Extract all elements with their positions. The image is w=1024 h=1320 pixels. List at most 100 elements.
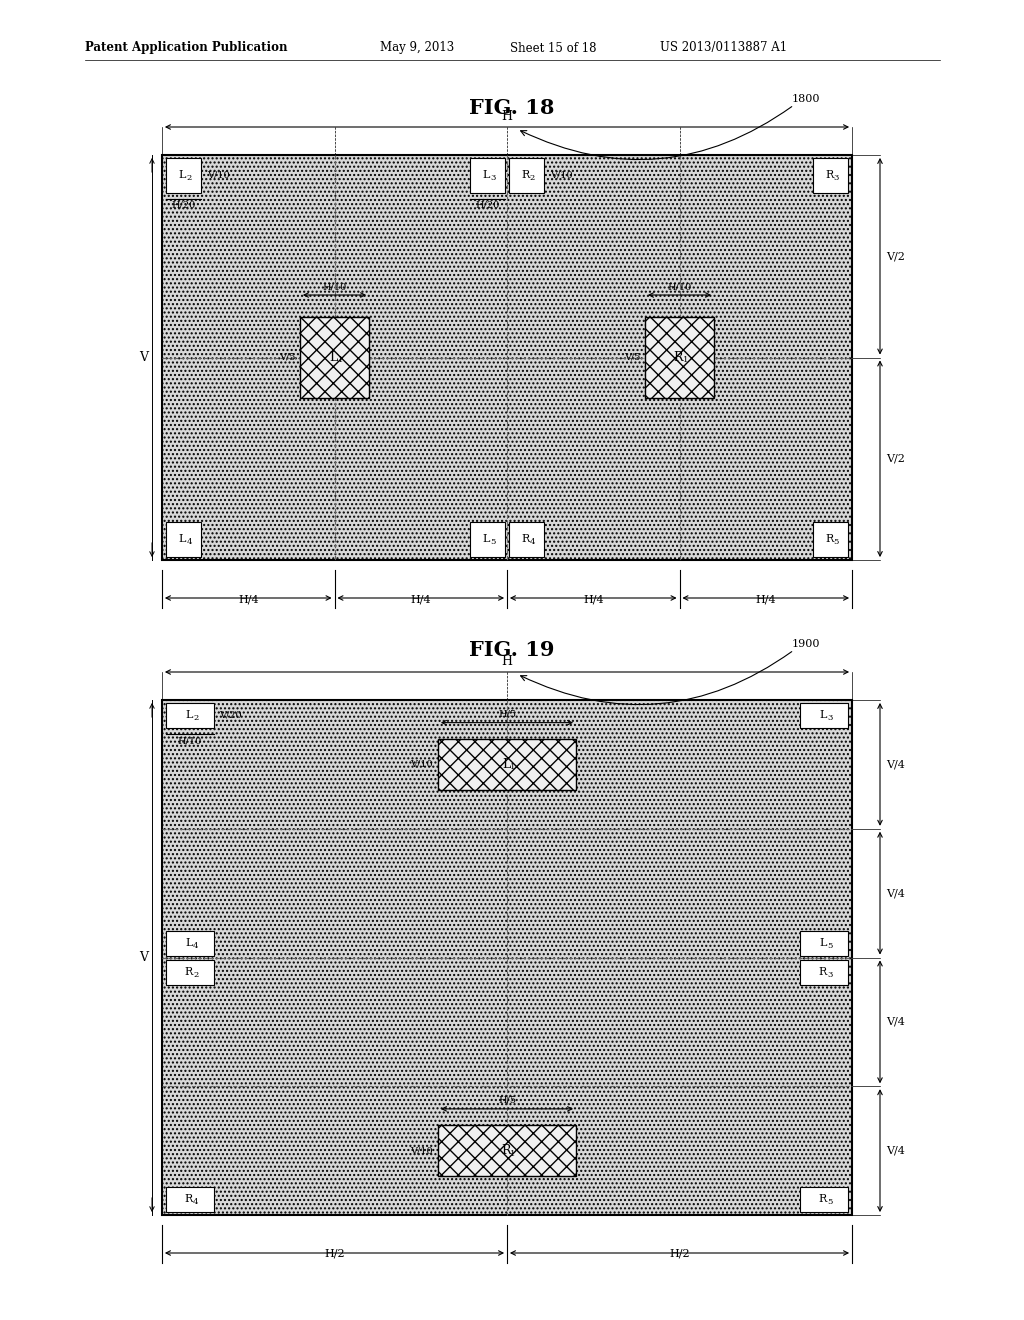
Text: L: L [482, 170, 490, 181]
Bar [800, 704, 848, 729]
Bar [800, 931, 848, 956]
Bar [470, 158, 505, 193]
Bar [166, 960, 214, 985]
Bar [813, 521, 848, 557]
Text: 2: 2 [193, 714, 199, 722]
Text: May 9, 2013: May 9, 2013 [380, 41, 455, 54]
Text: V/10: V/10 [550, 172, 572, 180]
Bar [800, 960, 848, 985]
Text: L: L [179, 535, 186, 544]
Text: V/2: V/2 [886, 251, 905, 261]
Text: L: L [179, 170, 186, 181]
Text: Sheet 15 of 18: Sheet 15 of 18 [510, 41, 597, 54]
Text: 1: 1 [510, 1150, 515, 1158]
Text: V/20: V/20 [219, 711, 242, 719]
Text: FIG. 18: FIG. 18 [469, 98, 555, 117]
Bar [166, 521, 201, 557]
Text: H/4: H/4 [238, 594, 259, 605]
Text: L: L [482, 535, 490, 544]
Bar [162, 700, 852, 1214]
Text: R: R [521, 170, 529, 181]
Text: R: R [819, 968, 827, 977]
Bar [162, 154, 852, 560]
Text: 2: 2 [529, 174, 535, 182]
Text: H/10: H/10 [178, 737, 202, 744]
Text: 5: 5 [490, 539, 496, 546]
Text: H/20: H/20 [475, 201, 500, 210]
Bar [438, 739, 575, 791]
Text: H/5: H/5 [498, 710, 516, 718]
Text: H/4: H/4 [583, 594, 603, 605]
Text: L: L [819, 710, 826, 721]
Text: V/2: V/2 [886, 454, 905, 463]
Text: V/10: V/10 [411, 760, 433, 768]
Text: 3: 3 [827, 714, 833, 722]
Bar [166, 1187, 214, 1212]
Bar [509, 158, 544, 193]
Text: 2: 2 [186, 174, 191, 182]
Text: 4: 4 [186, 539, 193, 546]
Text: H/2: H/2 [325, 1249, 345, 1259]
Text: R: R [825, 170, 834, 181]
Text: L: L [502, 758, 510, 771]
Text: V/10: V/10 [207, 172, 229, 180]
Text: 4: 4 [193, 942, 199, 950]
Text: V: V [139, 351, 148, 364]
Text: H/10: H/10 [668, 282, 691, 292]
Text: 1: 1 [510, 763, 515, 771]
Text: R: R [185, 968, 194, 977]
Text: L: L [819, 939, 826, 948]
Text: 1: 1 [338, 356, 343, 364]
Text: H: H [502, 655, 512, 668]
Text: 4: 4 [193, 1199, 199, 1206]
Bar [166, 158, 201, 193]
Text: V/4: V/4 [886, 1016, 905, 1027]
Text: 3: 3 [834, 174, 839, 182]
Text: L: L [330, 351, 338, 364]
Bar [509, 521, 544, 557]
Text: R: R [674, 351, 683, 364]
Text: Patent Application Publication: Patent Application Publication [85, 41, 288, 54]
Text: 1: 1 [683, 356, 688, 364]
Text: H/10: H/10 [323, 282, 347, 292]
Text: 5: 5 [827, 1199, 833, 1206]
Bar [300, 317, 369, 399]
Text: R: R [521, 535, 529, 544]
Text: R: R [819, 1195, 827, 1204]
Bar [166, 931, 214, 956]
Bar [813, 158, 848, 193]
Text: 1800: 1800 [792, 94, 820, 104]
Text: 5: 5 [827, 942, 833, 950]
Text: 3: 3 [827, 972, 833, 979]
Text: R: R [502, 1144, 511, 1158]
Text: V/4: V/4 [886, 1146, 905, 1155]
Text: V: V [139, 950, 148, 964]
Text: H/4: H/4 [756, 594, 776, 605]
Text: V/5: V/5 [279, 352, 295, 362]
Text: 5: 5 [834, 539, 839, 546]
Text: US 2013/0113887 A1: US 2013/0113887 A1 [660, 41, 787, 54]
Text: L: L [185, 939, 193, 948]
Text: H: H [502, 110, 512, 123]
Text: FIG. 19: FIG. 19 [469, 640, 555, 660]
Text: 4: 4 [529, 539, 535, 546]
Text: V/4: V/4 [886, 759, 905, 770]
Text: R: R [825, 535, 834, 544]
Bar [470, 521, 505, 557]
Text: H/2: H/2 [670, 1249, 690, 1259]
Text: 2: 2 [193, 972, 199, 979]
Bar [438, 1125, 575, 1176]
Bar [645, 317, 714, 399]
Text: V/10: V/10 [411, 1146, 433, 1155]
Bar [162, 700, 852, 1214]
Text: V/5: V/5 [624, 352, 640, 362]
Text: L: L [185, 710, 193, 721]
Text: H/5: H/5 [498, 1096, 516, 1105]
Text: H/4: H/4 [411, 594, 431, 605]
Bar [166, 704, 214, 729]
Text: H/20: H/20 [171, 201, 196, 210]
Bar [162, 154, 852, 560]
Text: V/4: V/4 [886, 888, 905, 898]
Text: 1900: 1900 [792, 639, 820, 649]
Bar [800, 1187, 848, 1212]
